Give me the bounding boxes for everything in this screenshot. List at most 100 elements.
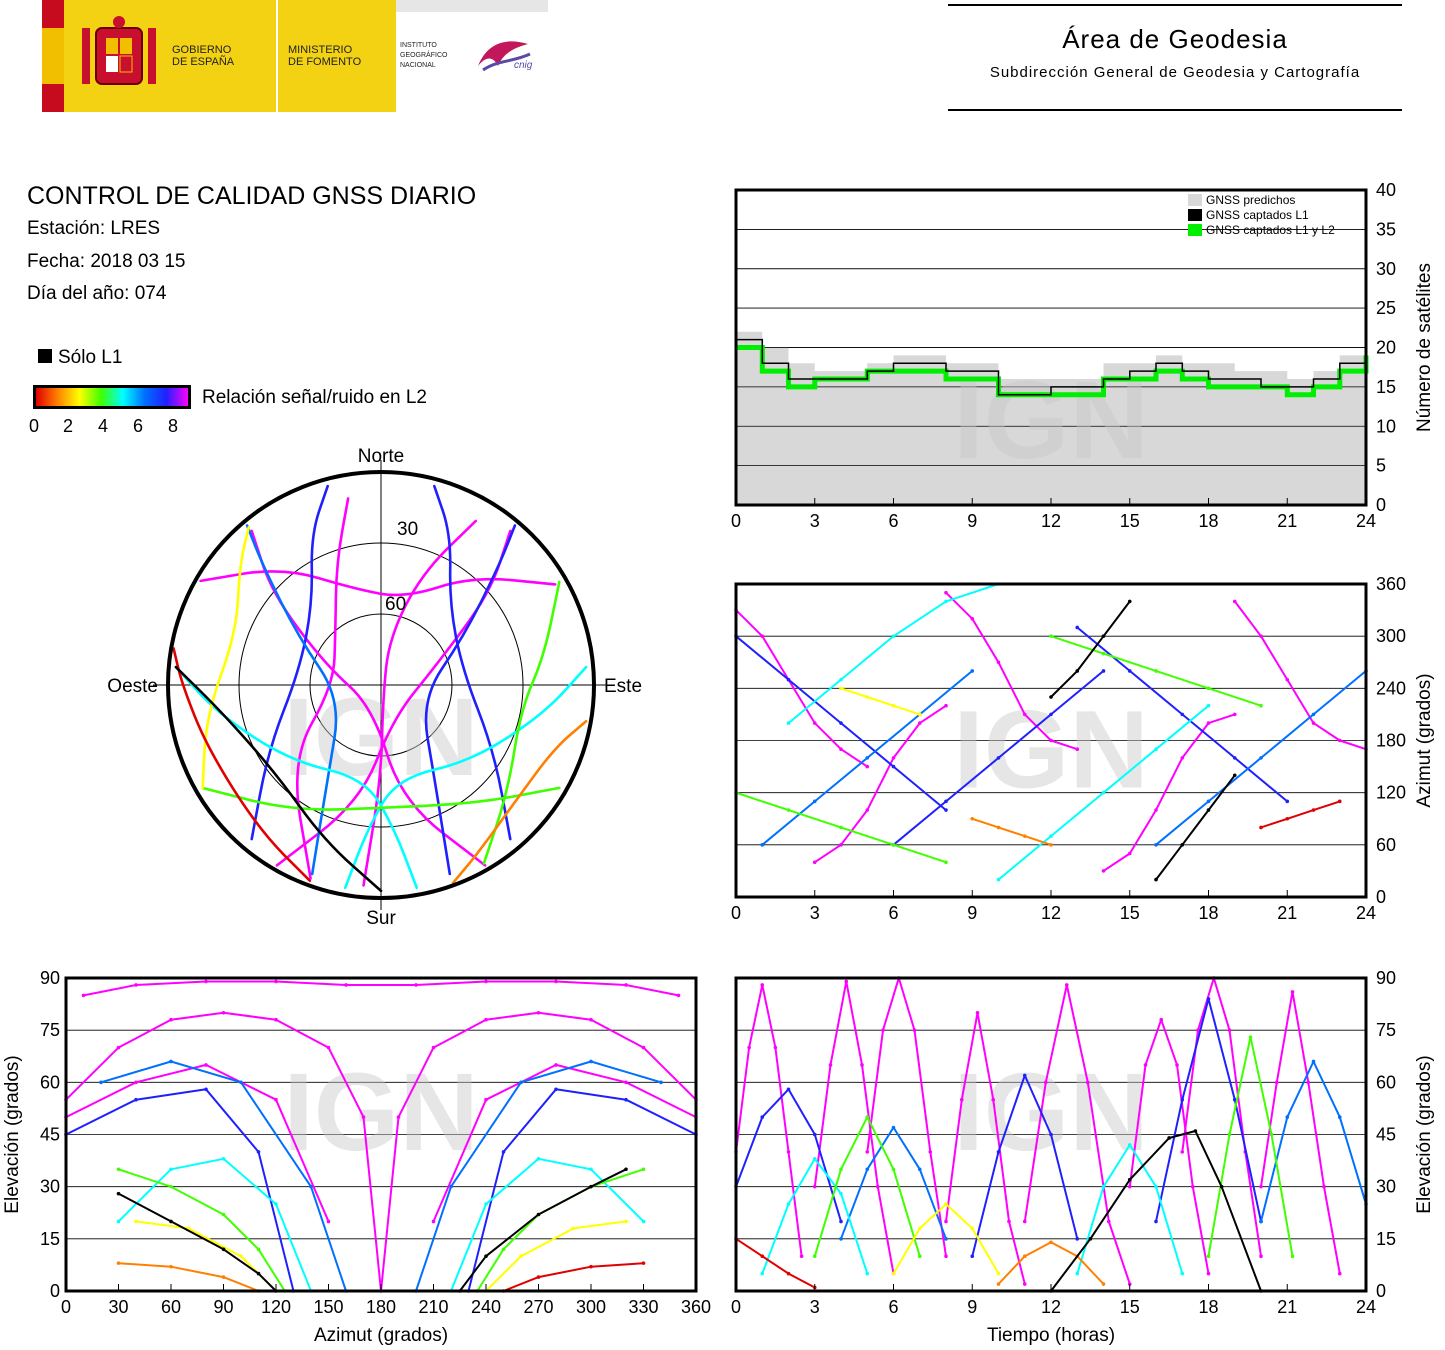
data-point [589, 1017, 593, 1022]
ministerio-logo: MINISTERIO DE FOMENTO [278, 0, 396, 112]
data-point [1232, 712, 1237, 717]
x-axis-label: Tiempo (horas) [987, 1325, 1115, 1346]
series-track [1128, 1018, 1210, 1274]
data-point [431, 1219, 436, 1224]
data-point [134, 1097, 138, 1102]
series-track [735, 1237, 816, 1289]
area-rule-top [948, 4, 1402, 6]
data-point [891, 1271, 896, 1276]
data-point [1259, 825, 1263, 830]
data-point [1337, 799, 1342, 804]
data-point [996, 825, 1001, 830]
x-tick-label: 21 [1277, 511, 1297, 531]
series-track [945, 1011, 1026, 1285]
south-label: Sur [366, 908, 396, 929]
data-point [881, 1028, 885, 1032]
data-point [991, 1097, 996, 1102]
y-tick-label: 15 [1376, 377, 1396, 397]
data-point [1259, 1254, 1263, 1259]
data-point [81, 993, 86, 998]
data-point [116, 1045, 121, 1050]
y-tick-label: 75 [40, 1020, 60, 1040]
legend-label: GNSS captados L1 [1206, 208, 1309, 222]
x-tick-label: 0 [731, 1297, 741, 1317]
data-point [116, 1261, 121, 1265]
data-point [1101, 1184, 1106, 1189]
x-tick-label: 3 [810, 1297, 820, 1317]
area-rule-bottom [948, 109, 1402, 111]
x-axis-label: Azimut (grados) [314, 1325, 448, 1346]
data-point [536, 1275, 541, 1279]
data-point [169, 1184, 173, 1189]
data-point [1127, 1184, 1132, 1189]
data-point [1219, 1184, 1224, 1189]
data-point [99, 1080, 103, 1085]
data-point [1206, 799, 1211, 804]
data-point [860, 1063, 864, 1067]
data-point [812, 860, 817, 865]
data-point [1232, 599, 1237, 604]
snr-tick: 0 [29, 416, 40, 436]
data-point [1022, 1073, 1027, 1078]
data-point [1180, 843, 1185, 847]
data-point [786, 808, 791, 812]
data-point [865, 1150, 870, 1154]
data-point [1259, 703, 1263, 708]
sky-track [245, 524, 338, 876]
data-point [1154, 877, 1158, 882]
data-point [1290, 990, 1295, 994]
data-point [484, 1097, 488, 1102]
data-point [975, 1010, 980, 1015]
data-point [449, 1184, 453, 1189]
data-point [1127, 851, 1132, 856]
data-point [828, 1063, 833, 1067]
data-point [865, 695, 870, 699]
data-point [786, 1087, 791, 1092]
y-axis-label: Elevación (grados) [1414, 1055, 1435, 1213]
data-point [1154, 669, 1158, 673]
data-point [134, 983, 138, 987]
data-point [786, 1150, 791, 1154]
ign-watermark: IGN [283, 1051, 479, 1174]
l1-only-label: Sólo L1 [58, 347, 123, 368]
data-point [1022, 1282, 1027, 1286]
data-point [1274, 1080, 1279, 1085]
y-tick-label: 15 [1376, 1229, 1396, 1249]
data-point [204, 979, 208, 984]
y-axis-label: Número de satélites [1414, 263, 1435, 432]
data-point [1190, 1184, 1195, 1189]
data-point [1337, 738, 1342, 743]
data-point [116, 1191, 121, 1196]
data-point [1043, 1080, 1048, 1085]
data-point [799, 1254, 804, 1259]
data-point [1193, 1129, 1198, 1133]
elevation-ring-30 [238, 542, 524, 828]
area-subtitle: Subdirección General de Geodesia y Carto… [989, 64, 1361, 81]
data-point [1075, 669, 1080, 673]
snr-tick: 2 [63, 416, 74, 436]
legend-label: GNSS predichos [1206, 193, 1295, 207]
x-tick-label: 3 [810, 511, 820, 531]
data-point [1049, 1240, 1053, 1245]
x-tick-label: 60 [161, 1297, 181, 1317]
west-label: Oeste [107, 676, 158, 697]
data-point [1159, 1017, 1164, 1022]
data-point [844, 979, 849, 984]
y-tick-label: 60 [1376, 1072, 1396, 1092]
data-point [1285, 816, 1290, 821]
coat-of-arms-icon [82, 16, 156, 85]
data-point [786, 1202, 791, 1206]
y-tick-label: 25 [1376, 298, 1396, 318]
data-point [274, 1017, 278, 1022]
data-point [361, 1115, 366, 1119]
data-point [1180, 1097, 1185, 1102]
data-point [891, 764, 896, 769]
sky-track [424, 524, 517, 876]
data-point [256, 1247, 261, 1252]
data-point [839, 1167, 843, 1172]
data-point [1022, 1254, 1027, 1259]
l1-only-swatch [38, 349, 52, 363]
y-tick-label: 30 [1376, 259, 1396, 279]
data-point [1306, 1080, 1311, 1085]
